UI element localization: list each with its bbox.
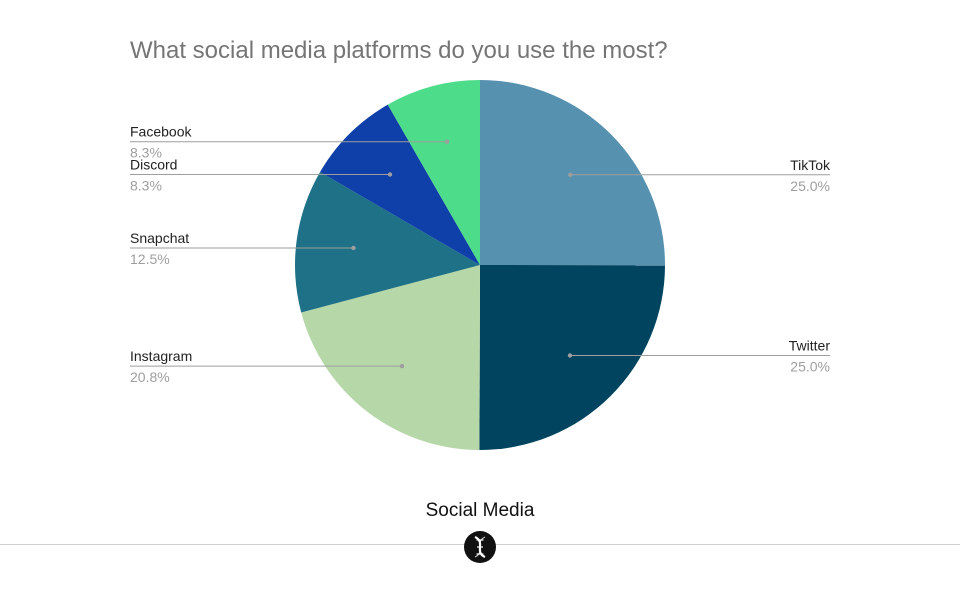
slice-label-facebook: Facebook	[130, 124, 192, 140]
chart-title: What social media platforms do you use t…	[130, 37, 668, 64]
slice-pct-twitter: 25.0%	[790, 359, 830, 375]
slice-label-instagram: Instagram	[130, 348, 192, 364]
pie-slices	[295, 79, 666, 451]
slice-pct-facebook: 8.3%	[130, 145, 162, 161]
slice-label-twitter: Twitter	[789, 338, 831, 354]
slice-pct-snapchat: 12.5%	[130, 251, 170, 267]
slice-snapchat	[295, 172, 480, 313]
slice-labels: TikTok 25.0% Twitter 25.0% Instagram 20.8% Sna…	[130, 124, 831, 385]
leader-dot-snapchat	[351, 245, 356, 251]
leader-lines	[130, 139, 830, 369]
slice-discord	[320, 104, 480, 265]
slice-tiktok	[480, 79, 666, 266]
slice-twitter	[479, 265, 665, 451]
slice-pct-discord: 8.3%	[130, 178, 162, 194]
caption: Social Media	[425, 500, 535, 521]
slice-pct-instagram: 20.8%	[130, 369, 170, 385]
slice-label-snapchat: Snapchat	[130, 230, 189, 246]
slice-pct-tiktok: 25.0%	[790, 178, 830, 194]
slice-label-tiktok: TikTok	[790, 157, 831, 173]
leader-dot-instagram	[399, 363, 405, 369]
dna-logo-icon	[464, 531, 496, 563]
slice-label-discord: Discord	[130, 157, 177, 173]
leader-dot-facebook	[444, 139, 450, 144]
leader-dot-tiktok	[568, 172, 573, 177]
slice-instagram	[301, 265, 480, 450]
slice-facebook	[387, 80, 480, 265]
leader-dot-twitter	[567, 353, 573, 358]
leader-dot-discord	[387, 172, 393, 177]
